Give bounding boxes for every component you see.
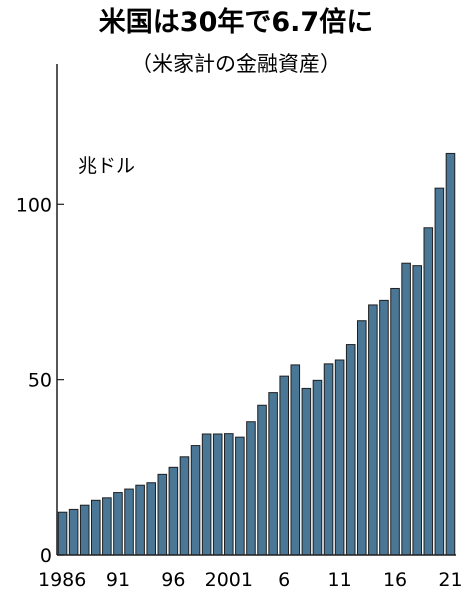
x-ticks-group: 1986 91 96 2001 6 11 16 21 xyxy=(38,569,463,591)
bar-2020 xyxy=(434,187,445,556)
y-ticks-group: 0 50 100 xyxy=(16,194,64,567)
bar-2015 xyxy=(379,299,389,556)
bar-2001 xyxy=(224,433,234,556)
bar-2019 xyxy=(423,227,434,556)
unit-label: 兆ドル xyxy=(78,155,135,177)
bar-2005 xyxy=(268,392,278,556)
bar-1998 xyxy=(190,445,201,556)
x-tick-label-2016: 16 xyxy=(383,569,407,591)
x-tick-label-2006: 6 xyxy=(278,569,290,591)
bar-1986 xyxy=(57,511,68,556)
bar-1991 xyxy=(113,492,123,556)
bar-1990 xyxy=(102,497,112,556)
y-tick-label-100: 100 xyxy=(16,194,52,216)
chart-title: 米国は30年で6.7倍に xyxy=(99,6,373,38)
y-tick-label-0: 0 xyxy=(40,545,52,567)
x-tick-label-2021: 21 xyxy=(438,569,462,591)
bar-1996 xyxy=(168,466,179,556)
bars-group xyxy=(57,152,456,556)
x-tick-label-1991: 91 xyxy=(106,569,130,591)
bar-1992 xyxy=(124,488,134,556)
bar-2016 xyxy=(390,287,400,556)
bar-2013 xyxy=(357,320,367,556)
bar-2008 xyxy=(301,387,312,556)
bar-2007 xyxy=(290,364,301,556)
x-tick-label-1996: 96 xyxy=(161,569,185,591)
bar-2002 xyxy=(235,436,245,556)
bar-1997 xyxy=(179,456,190,556)
bar-2018 xyxy=(412,265,423,556)
bar-2003 xyxy=(246,421,256,556)
y-tick-label-50: 50 xyxy=(28,370,52,392)
bar-1993 xyxy=(135,484,145,556)
bar-2021 xyxy=(445,152,456,556)
bar-2004 xyxy=(257,404,267,556)
bar-2010 xyxy=(323,363,334,556)
bar-1999 xyxy=(201,433,212,556)
bar-2009 xyxy=(312,379,323,556)
x-tick-label-1986: 1986 xyxy=(38,569,86,591)
bar-2012 xyxy=(345,344,356,556)
bar-1989 xyxy=(91,499,101,556)
bar-2006 xyxy=(279,375,290,556)
chart-subtitle: （米家計の金融資産） xyxy=(131,52,341,76)
bar-2017 xyxy=(401,262,411,556)
bar-1987 xyxy=(68,508,79,556)
bar-2014 xyxy=(368,304,378,556)
bar-2011 xyxy=(334,359,345,556)
bar-2000 xyxy=(212,433,223,556)
bar-1994 xyxy=(146,482,156,556)
bar-1988 xyxy=(79,504,90,556)
x-tick-label-2001: 2001 xyxy=(205,569,253,591)
x-tick-label-2011: 11 xyxy=(328,569,352,591)
bar-1995 xyxy=(157,473,168,556)
